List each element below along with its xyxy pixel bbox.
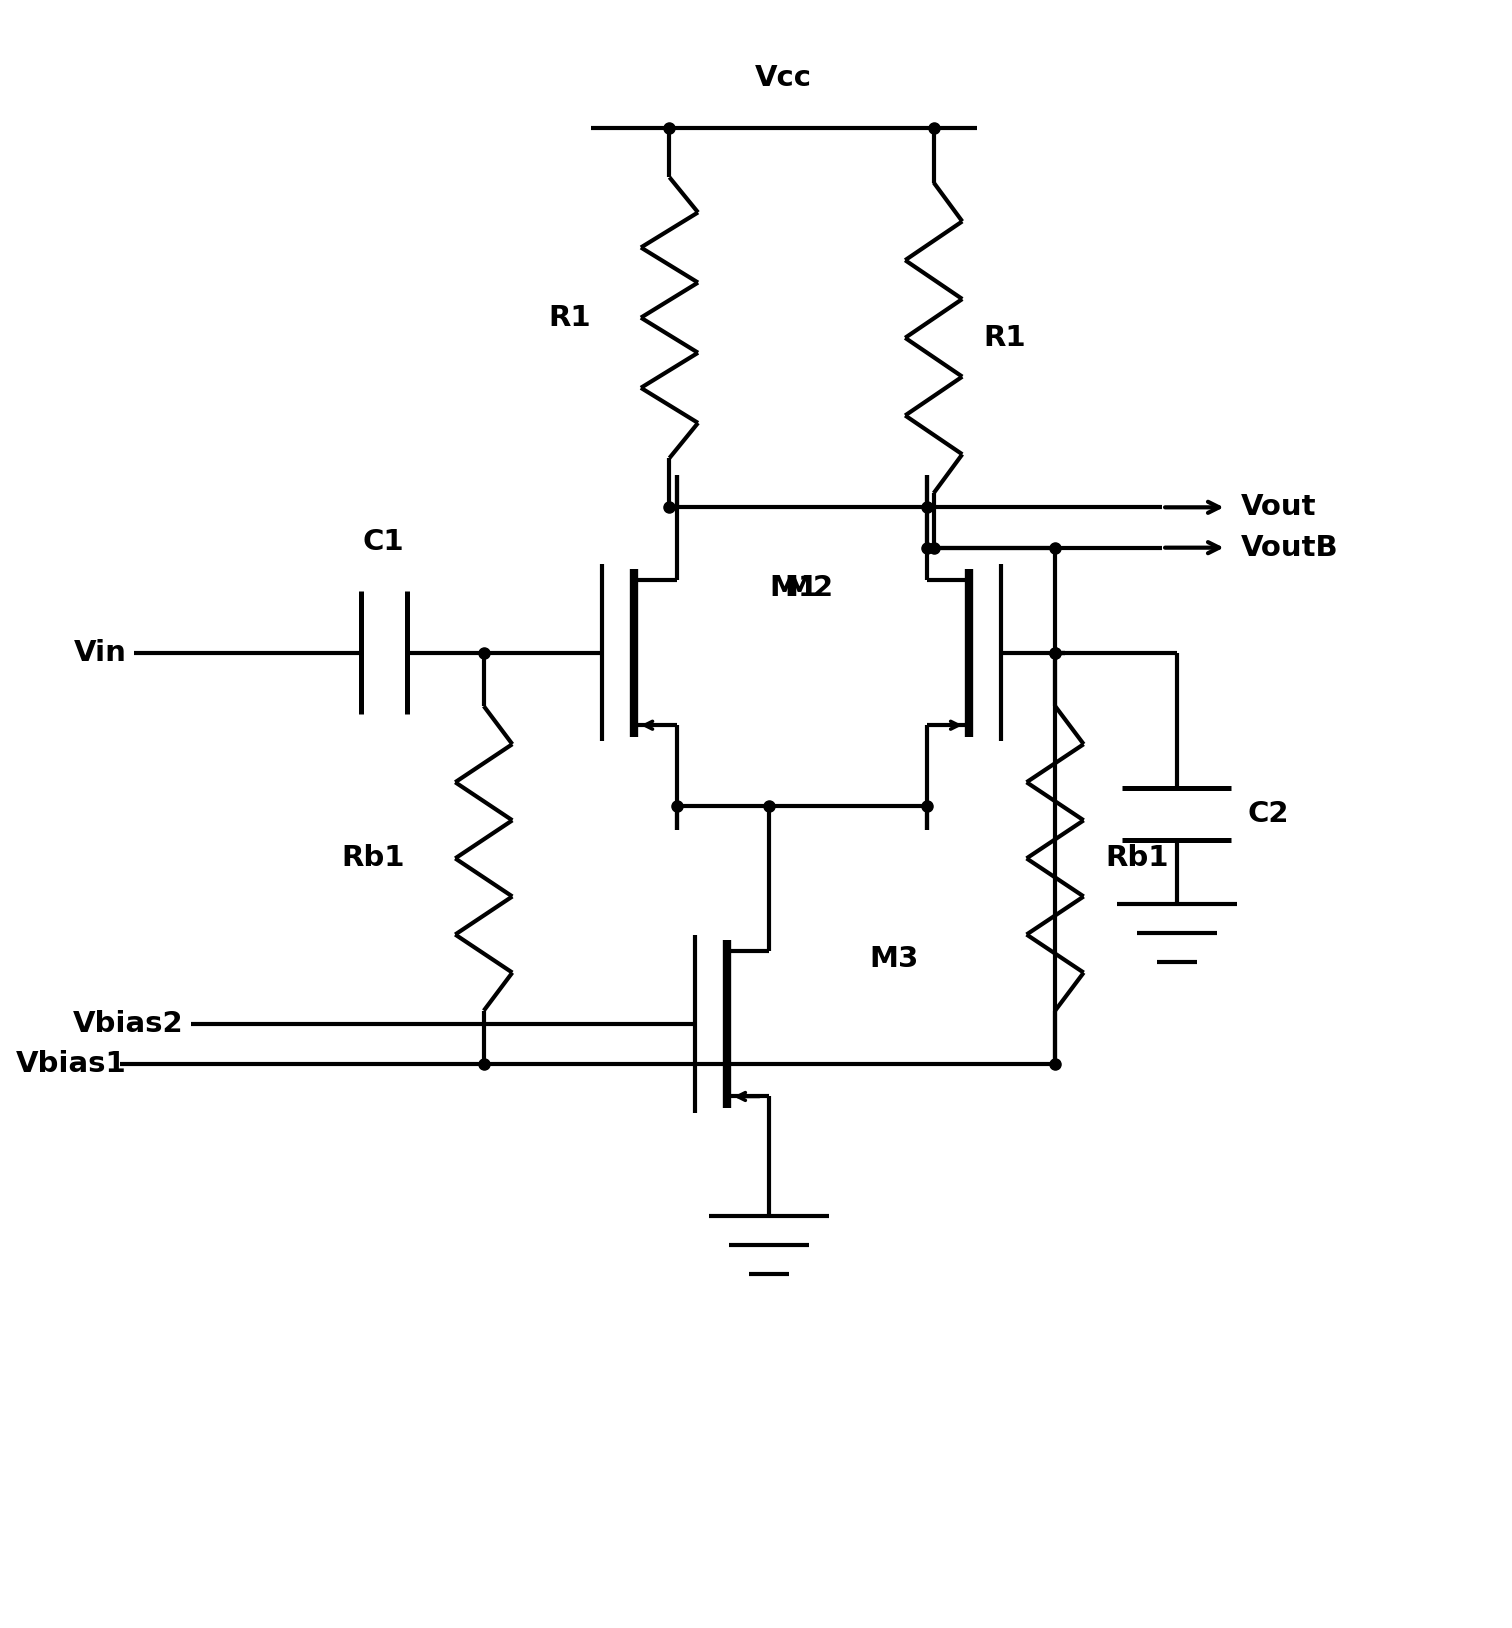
Text: Vcc: Vcc: [754, 65, 812, 93]
Text: Vbias1: Vbias1: [17, 1050, 127, 1078]
Text: Vbias2: Vbias2: [73, 1009, 184, 1037]
Text: M1: M1: [770, 575, 818, 602]
Text: C1: C1: [363, 527, 405, 555]
Text: M3: M3: [869, 946, 919, 974]
Text: VoutB: VoutB: [1241, 534, 1338, 562]
Text: R1: R1: [549, 304, 591, 332]
Text: Rb1: Rb1: [342, 845, 405, 873]
Text: Vin: Vin: [74, 638, 127, 666]
Text: C2: C2: [1247, 799, 1290, 829]
Text: R1: R1: [984, 324, 1027, 352]
Text: Rb1: Rb1: [1105, 845, 1169, 873]
Text: Vout: Vout: [1241, 493, 1317, 521]
Text: M2: M2: [785, 575, 833, 602]
